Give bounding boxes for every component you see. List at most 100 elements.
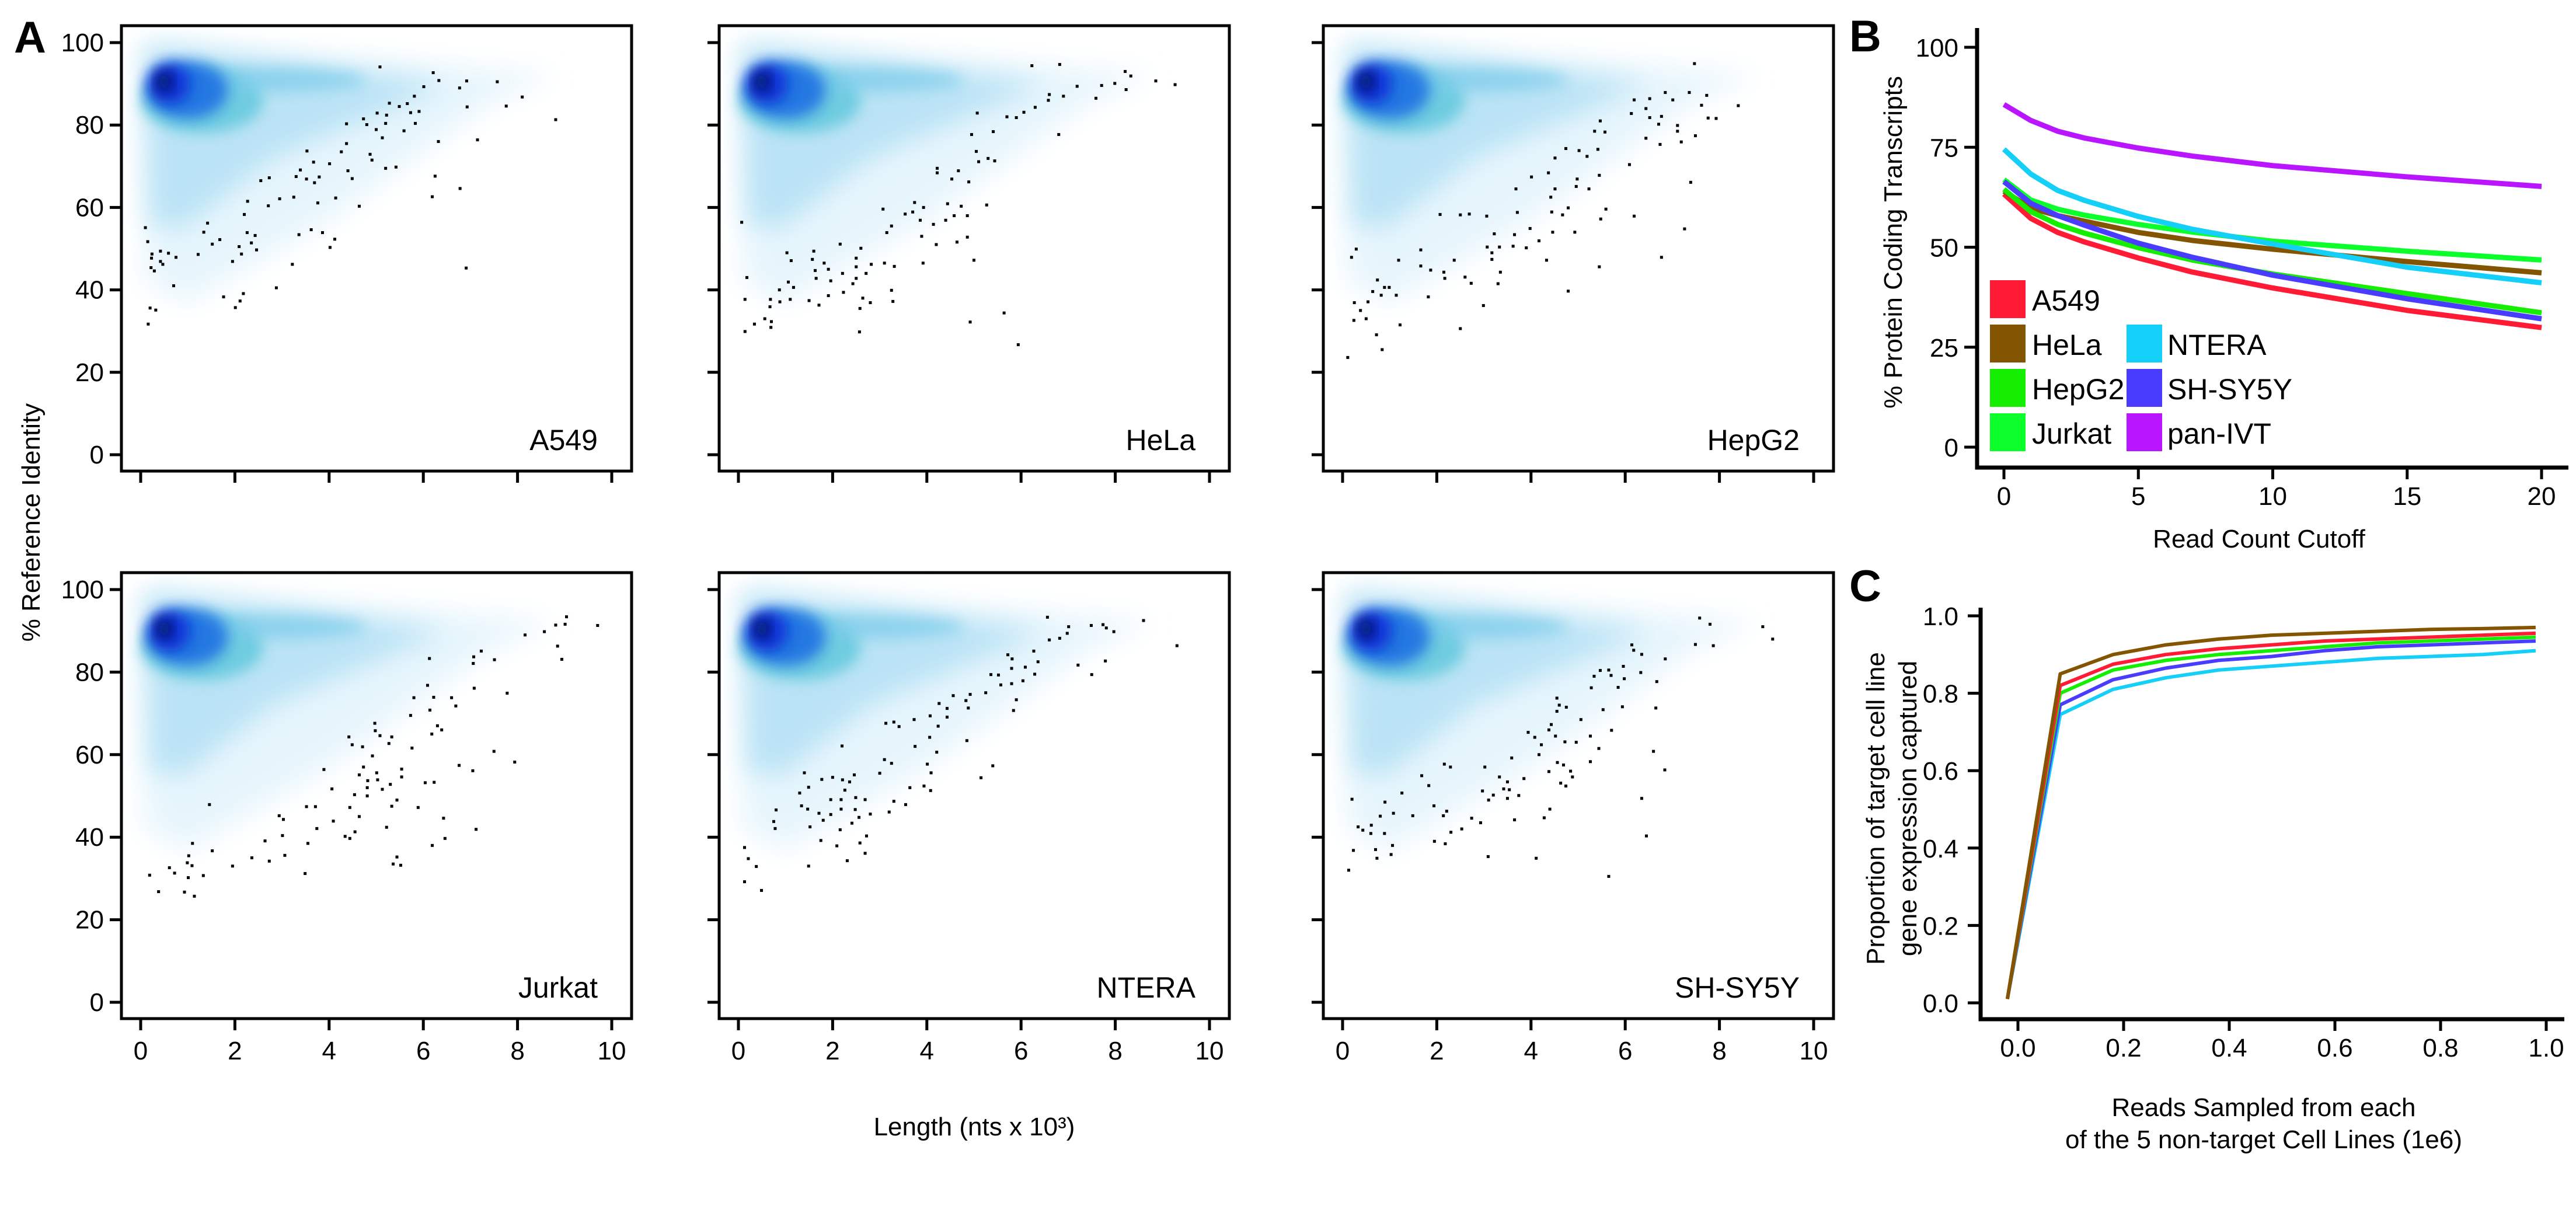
legend-swatch <box>2127 413 2162 451</box>
data-point <box>1640 653 1643 656</box>
data-point <box>1379 294 1383 297</box>
data-point <box>841 744 844 748</box>
legend: A549 HeLa HepG2 Jurkat NTERA SH-SY5Y pan-IVT <box>1990 280 2292 451</box>
density-heatmap <box>141 43 556 302</box>
data-point <box>1367 300 1370 304</box>
data-point <box>1644 137 1648 140</box>
panel-a-x-axis-title: Length (nts x 10³) <box>874 1113 1075 1141</box>
data-point <box>202 231 205 234</box>
data-point <box>167 252 170 255</box>
data-point <box>390 735 393 738</box>
data-point <box>1047 99 1050 102</box>
data-point <box>1442 270 1446 274</box>
data-point <box>1632 649 1636 652</box>
data-point <box>993 159 996 163</box>
data-point <box>211 849 214 853</box>
data-point <box>281 834 284 837</box>
data-point <box>1711 644 1715 647</box>
data-point <box>343 835 347 838</box>
data-point <box>1513 233 1517 236</box>
data-point <box>1391 843 1395 847</box>
legend-item-sh-sy5y: SH-SY5Y <box>2127 369 2292 407</box>
data-point <box>458 764 461 767</box>
data-point <box>1023 665 1027 669</box>
data-point <box>543 630 546 633</box>
data-point <box>1112 630 1116 633</box>
data-point <box>1737 104 1740 107</box>
data-point <box>560 657 563 661</box>
data-point <box>789 259 793 262</box>
data-point <box>161 263 165 266</box>
data-point <box>1530 175 1533 179</box>
data-point <box>1639 671 1643 674</box>
data-point <box>413 121 417 125</box>
panel-cell-line-label: SH-SY5Y <box>1675 971 1800 1004</box>
data-point <box>431 843 434 847</box>
data-point <box>1664 90 1667 94</box>
data-point <box>977 160 981 163</box>
data-point <box>1514 187 1518 191</box>
data-point <box>1463 276 1467 279</box>
data-point <box>1353 301 1356 304</box>
data-point <box>975 111 979 115</box>
data-point <box>423 781 427 785</box>
data-point <box>330 787 334 790</box>
data-point <box>506 691 509 695</box>
data-point <box>763 317 766 320</box>
data-point <box>433 175 437 178</box>
data-point <box>1491 793 1495 797</box>
data-point <box>912 718 916 721</box>
data-point <box>1033 672 1037 676</box>
data-point <box>373 721 377 725</box>
data-point <box>1574 741 1578 744</box>
data-point <box>1089 624 1093 628</box>
data-point <box>206 221 210 225</box>
data-point <box>370 158 374 162</box>
legend-swatch <box>2127 369 2162 407</box>
data-point <box>1571 775 1574 779</box>
data-point <box>904 212 907 216</box>
data-point <box>760 888 764 892</box>
data-point <box>1564 785 1568 788</box>
data-point <box>368 152 372 156</box>
data-point <box>1459 213 1462 217</box>
data-point <box>960 204 963 208</box>
data-point <box>955 240 958 244</box>
x-tick-label: 4 <box>322 1037 336 1065</box>
data-point <box>334 196 337 200</box>
data-point <box>1528 226 1532 230</box>
data-point <box>1655 680 1658 684</box>
data-point <box>1493 232 1496 236</box>
data-point <box>201 874 205 877</box>
data-point <box>829 813 832 816</box>
panel-cell-line-label: NTERA <box>1097 971 1196 1004</box>
data-point <box>440 728 444 731</box>
data-point <box>263 839 267 843</box>
data-point <box>1510 756 1514 759</box>
data-point <box>743 880 746 884</box>
data-point <box>365 123 368 126</box>
series-line-sh-sy5y <box>2002 179 2542 322</box>
data-point <box>313 805 317 808</box>
scatter-panel-sh-sy5y: 0 2 4 6 8 10 SH-SY5Y <box>1312 571 1835 1065</box>
data-point <box>1569 769 1573 773</box>
data-point <box>1090 673 1093 677</box>
data-point <box>410 746 414 750</box>
data-point <box>297 233 301 236</box>
x-tick-label: 5 <box>2131 482 2145 511</box>
data-point <box>752 322 756 326</box>
data-point <box>1432 804 1436 807</box>
data-point <box>817 811 821 815</box>
data-point <box>858 841 862 845</box>
data-point <box>1411 814 1414 817</box>
data-point <box>885 231 888 234</box>
data-point <box>747 857 750 860</box>
data-point <box>168 866 171 870</box>
data-point <box>1012 709 1015 712</box>
data-point <box>1015 116 1018 119</box>
data-point <box>778 300 782 304</box>
legend-swatch <box>1990 280 2026 318</box>
data-point <box>1067 625 1071 629</box>
data-point <box>1354 248 1358 251</box>
data-point <box>385 113 388 117</box>
